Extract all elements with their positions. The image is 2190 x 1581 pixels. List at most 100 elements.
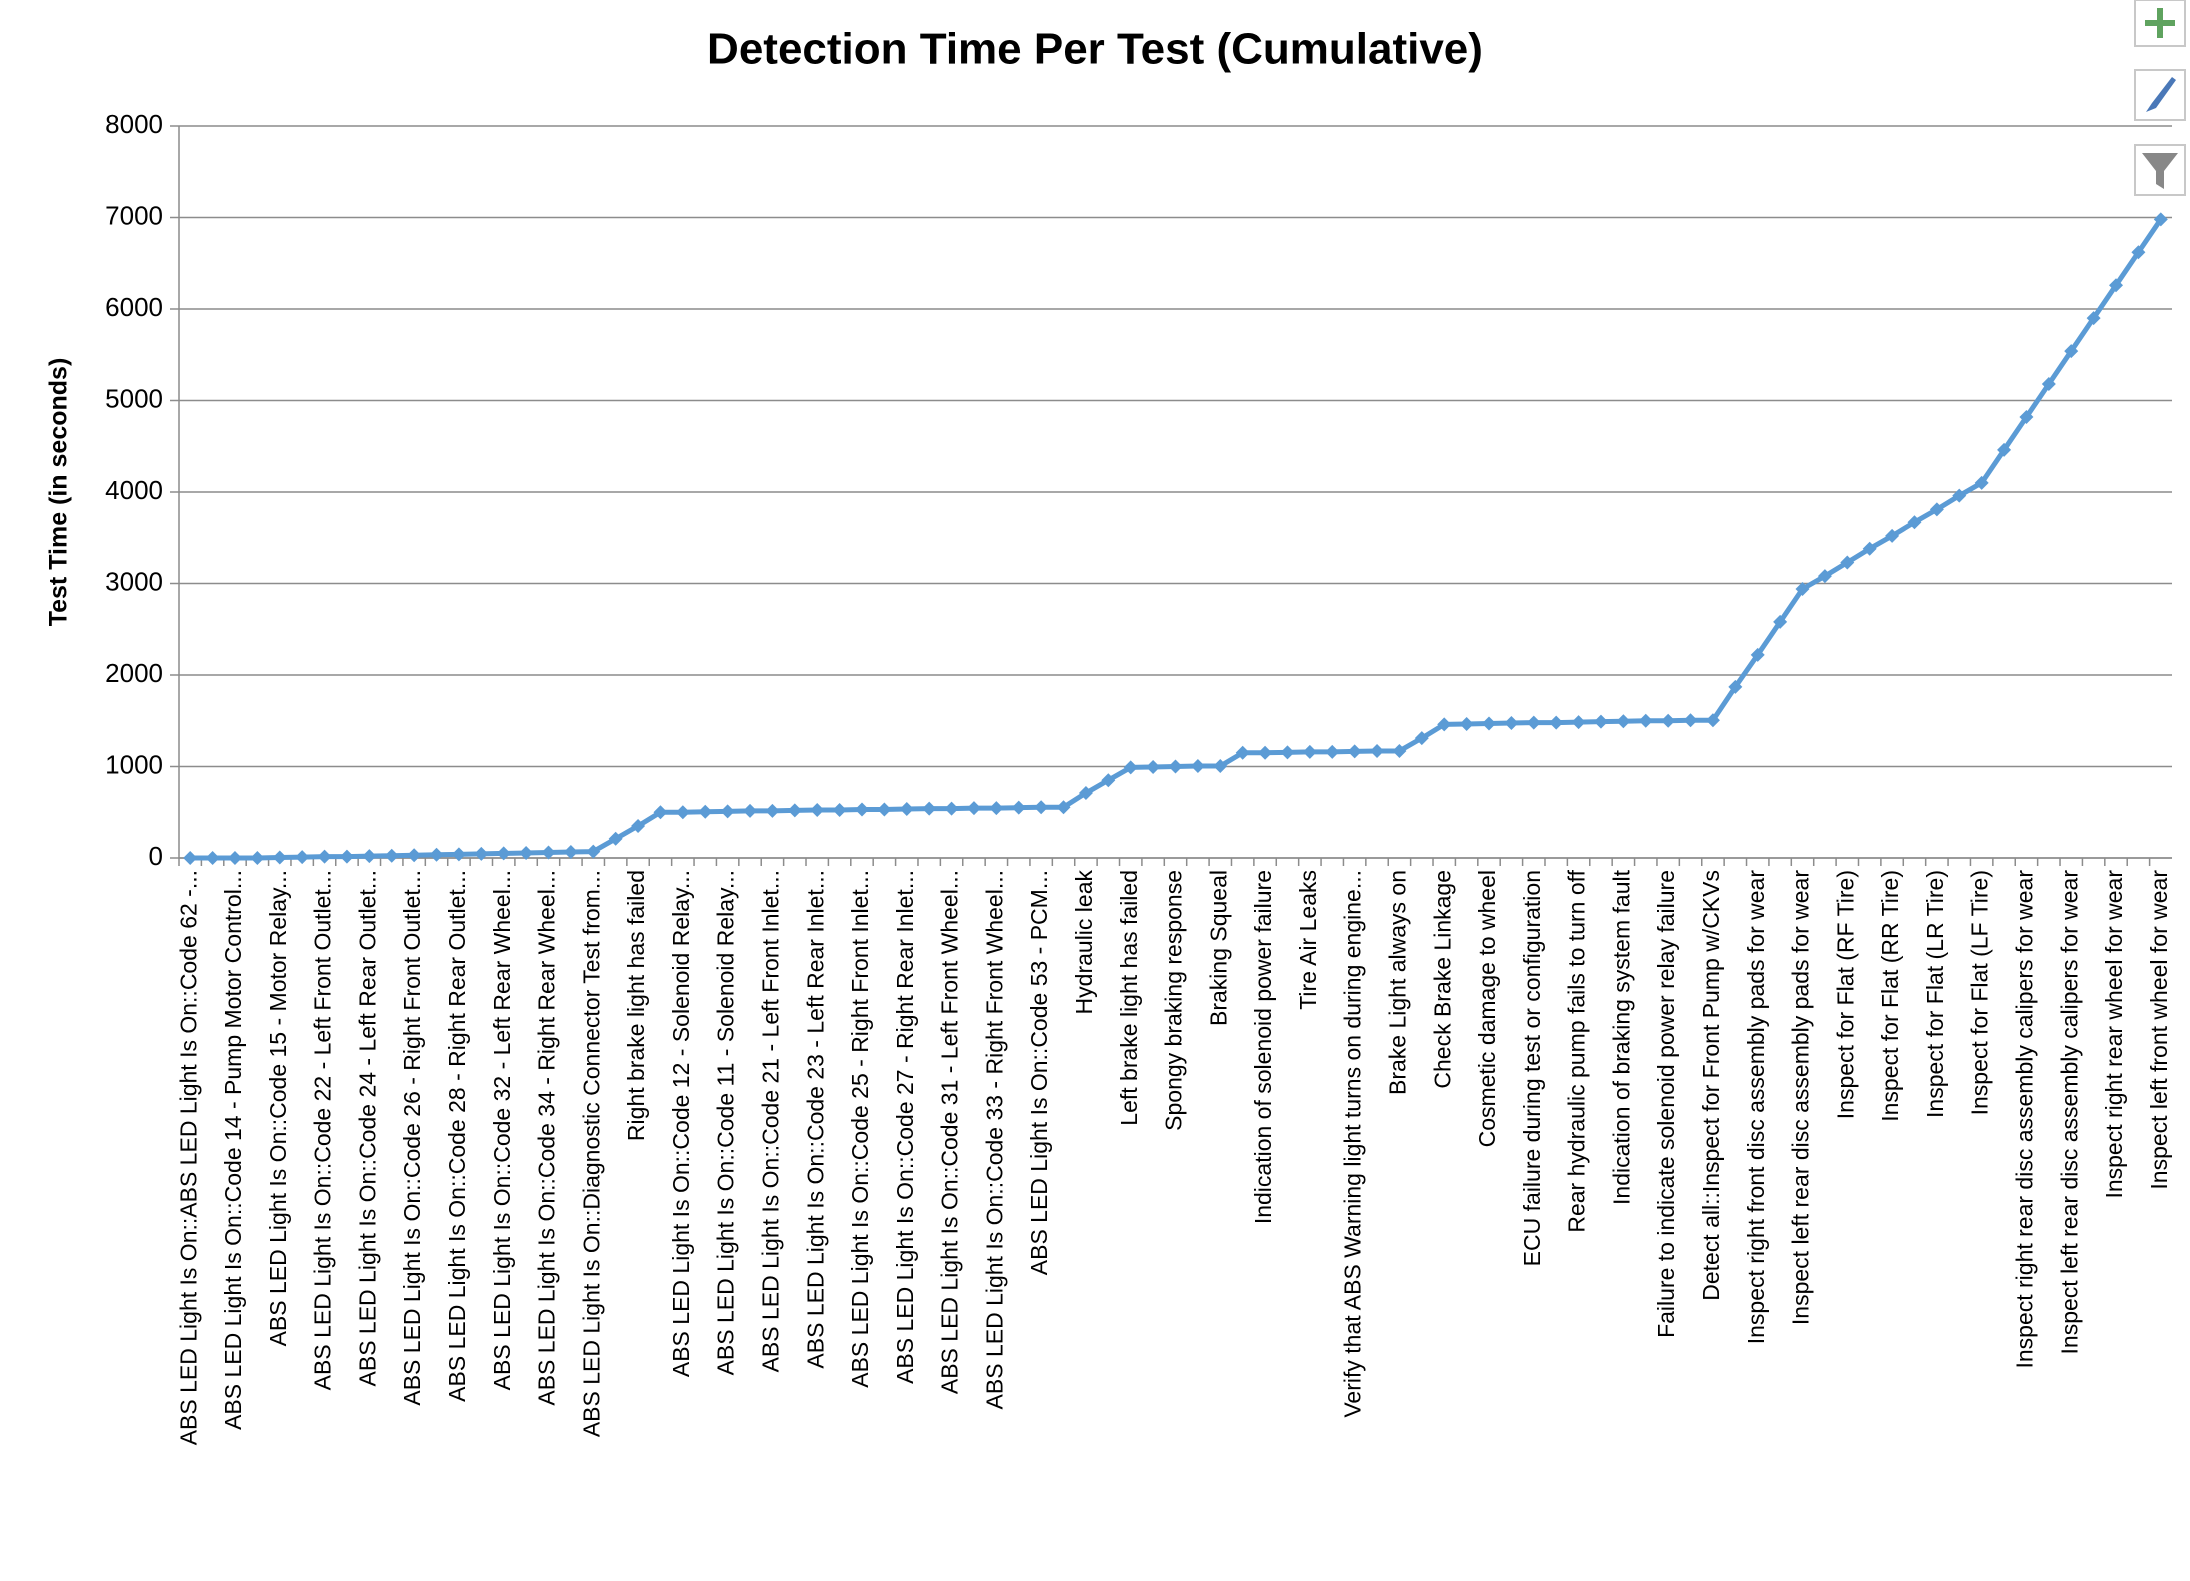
data-point: [339, 849, 354, 864]
x-tick-label: Inspect right rear wheel for wear: [2101, 870, 2127, 1199]
x-tick-label: ABS LED Light Is On::Code 34 - Right Rea…: [534, 870, 560, 1406]
data-point: [1459, 716, 1474, 731]
data-point: [810, 802, 825, 817]
data-point: [1571, 715, 1586, 730]
y-tick-label: 3000: [105, 566, 163, 596]
data-point: [1750, 647, 1765, 662]
data-point: [653, 805, 668, 820]
data-point: [1146, 759, 1161, 774]
data-point: [832, 802, 847, 817]
x-tick-label: Right brake light has failed: [623, 870, 649, 1141]
data-point: [1011, 800, 1026, 815]
data-point: [743, 803, 758, 818]
data-point: [1661, 713, 1676, 728]
data-point: [1929, 502, 1944, 517]
y-tick-label: 1000: [105, 749, 163, 779]
x-tick-label: ABS LED Light Is On::Code 32 - Left Rear…: [489, 870, 515, 1390]
x-tick-label: ABS LED Light Is On::Code 22 - Left Fron…: [310, 870, 336, 1390]
x-tick-label: ABS LED Light Is On::Code 27 - Right Rea…: [892, 870, 918, 1384]
data-point: [944, 801, 959, 816]
data-point: [1974, 475, 1989, 490]
add-element-button[interactable]: [2134, 0, 2186, 47]
data-point: [1056, 800, 1071, 815]
x-tick-label: Detect all::Inspect for Front Pump w/CKV…: [1698, 870, 1724, 1301]
chart-style-button[interactable]: [2134, 69, 2186, 121]
data-point: [1549, 715, 1564, 730]
x-tick-label: ABS LED Light Is On::Diagnostic Connecto…: [578, 870, 604, 1437]
y-tick-label: 5000: [105, 383, 163, 413]
data-point: [1034, 800, 1049, 815]
data-point: [1952, 488, 1967, 503]
data-point: [1325, 744, 1340, 759]
data-point: [2109, 278, 2124, 293]
data-point: [384, 848, 399, 863]
data-point: [496, 846, 511, 861]
x-tick-label: ABS LED Light Is On::Code 25 - Right Fro…: [847, 870, 873, 1388]
data-point: [1997, 442, 2012, 457]
y-tick-label: 6000: [105, 292, 163, 322]
x-tick-label: Verify that ABS Warning light turns on d…: [1340, 870, 1366, 1418]
x-tick-label: ABS LED Light Is On::Code 23 - Left Rear…: [802, 870, 828, 1369]
data-point: [720, 804, 735, 819]
y-tick-label: 8000: [105, 109, 163, 139]
data-point: [1840, 555, 1855, 570]
x-tick-label: ABS LED Light Is On::Code 26 - Right Fro…: [399, 870, 425, 1406]
x-tick-label: ABS LED Light Is On::Code 15 - Motor Rel…: [265, 870, 291, 1346]
data-point: [2064, 344, 2079, 359]
data-point: [922, 801, 937, 816]
chart-tools: [2134, 0, 2186, 196]
data-point: [205, 851, 220, 865]
x-tick-label: Rear hydraulic pump fails to turn off: [1564, 869, 1590, 1232]
data-point: [2019, 409, 2034, 424]
data-point: [1885, 528, 1900, 543]
x-tick-label: Cosmetic damage to wheel: [1474, 870, 1500, 1147]
x-tick-label: Hydraulic leak: [1071, 870, 1097, 1015]
data-point: [1213, 759, 1228, 774]
data-point: [1370, 743, 1385, 758]
data-point: [1437, 717, 1452, 732]
x-tick-label: Indication of braking system fault: [1608, 869, 1634, 1205]
data-point: [2153, 212, 2168, 227]
data-point: [407, 848, 422, 863]
data-point: [698, 804, 713, 819]
x-tick-label: Inspect right rear disc assembly caliper…: [2012, 870, 2038, 1369]
data-point: [2131, 245, 2146, 260]
data-point: [295, 850, 310, 865]
data-point: [1190, 759, 1205, 774]
data-point: [362, 849, 377, 864]
data-point: [877, 802, 892, 817]
data-point: [586, 844, 601, 859]
data-point: [250, 851, 265, 865]
x-tick-label: Inspect for Flat (RF Tire): [1832, 870, 1858, 1119]
data-point: [227, 851, 242, 865]
chart-filter-button[interactable]: [2134, 144, 2186, 196]
x-tick-label: ABS LED Light Is On::Code 24 - Left Rear…: [354, 870, 380, 1386]
x-tick-label: Braking Squeal: [1205, 870, 1231, 1026]
data-point: [675, 805, 690, 820]
x-tick-label: ABS LED Light Is On::Code 31 - Left Fron…: [937, 870, 963, 1394]
data-point: [1280, 745, 1295, 760]
data-point: [854, 802, 869, 817]
data-point: [631, 818, 646, 833]
x-tick-label: Brake Light always on: [1385, 870, 1411, 1095]
x-tick-label: ABS LED Light Is On::Code 53 - PCM...: [1026, 870, 1052, 1275]
x-tick-label: Tire Air Leaks: [1295, 870, 1321, 1010]
x-tick-label: Inspect for Flat (LR Tire): [1922, 870, 1948, 1118]
data-point: [989, 801, 1004, 816]
y-tick-label: 0: [149, 841, 163, 871]
x-tick-label: Inspect left front wheel for wear: [2146, 870, 2172, 1190]
data-point: [1728, 679, 1743, 694]
x-tick-label: ABS LED Light Is On::Code 11 - Solenoid …: [713, 870, 739, 1375]
data-point: [1101, 773, 1116, 788]
data-point: [1795, 581, 1810, 596]
x-tick-label: Inspect for Flat (LF Tire): [1967, 870, 1993, 1115]
data-point: [183, 851, 198, 865]
data-point: [608, 831, 623, 846]
data-point: [1482, 716, 1497, 731]
data-point: [899, 802, 914, 817]
data-point: [2041, 377, 2056, 392]
chart-title: Detection Time Per Test (Cumulative): [707, 25, 1483, 74]
x-tick-label: ABS LED Light Is On::ABS LED Light Is On…: [175, 870, 201, 1445]
data-point: [451, 847, 466, 862]
